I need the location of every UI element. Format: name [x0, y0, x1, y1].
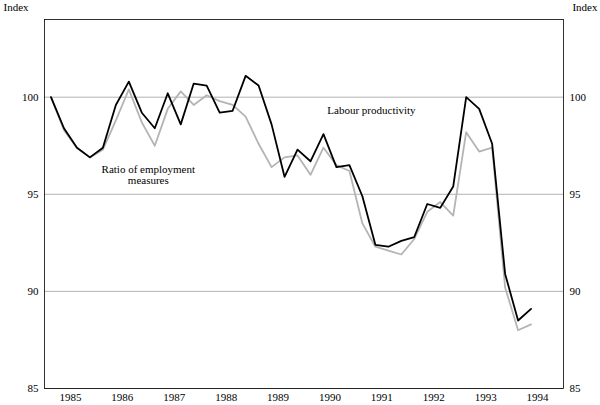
- svg-text:Labour productivity: Labour productivity: [327, 104, 416, 116]
- svg-text:100: 100: [570, 91, 587, 103]
- svg-text:1988: 1988: [215, 391, 238, 403]
- svg-text:1987: 1987: [163, 391, 186, 403]
- svg-text:Index: Index: [4, 1, 30, 13]
- svg-text:1989: 1989: [267, 391, 290, 403]
- svg-text:95: 95: [28, 188, 40, 200]
- svg-text:85: 85: [570, 382, 582, 394]
- svg-text:Index: Index: [572, 1, 598, 13]
- svg-text:1994: 1994: [527, 391, 550, 403]
- svg-text:1992: 1992: [423, 391, 445, 403]
- svg-text:90: 90: [28, 285, 40, 297]
- svg-text:1993: 1993: [475, 391, 498, 403]
- svg-text:Ratio of employmentmeasures: Ratio of employmentmeasures: [102, 163, 195, 186]
- svg-text:85: 85: [28, 382, 40, 394]
- svg-text:1991: 1991: [371, 391, 393, 403]
- svg-text:95: 95: [570, 188, 582, 200]
- svg-text:1985: 1985: [59, 391, 82, 403]
- svg-text:100: 100: [22, 91, 39, 103]
- svg-text:1990: 1990: [319, 391, 342, 403]
- svg-text:90: 90: [570, 285, 582, 297]
- svg-text:1986: 1986: [111, 391, 134, 403]
